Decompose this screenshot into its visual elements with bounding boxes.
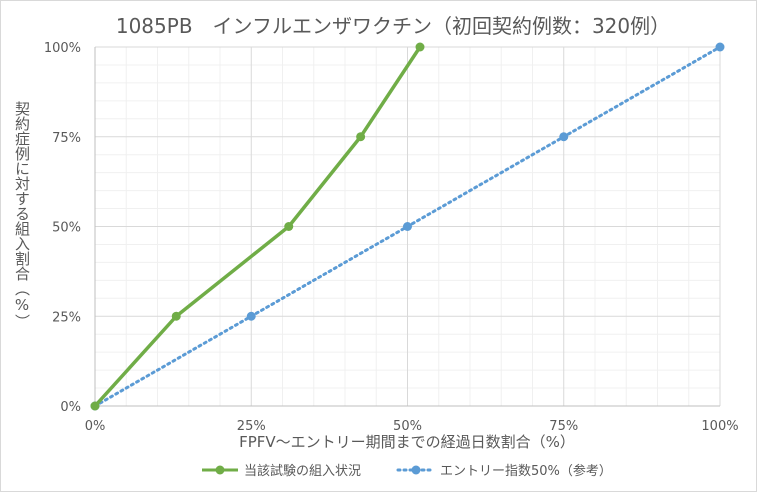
data-point	[171, 311, 181, 321]
series-layer	[90, 42, 725, 411]
series-reference	[90, 42, 725, 411]
data-point	[246, 311, 256, 321]
data-point	[715, 42, 725, 52]
legend: 当該試験の組入状況 エントリー指数50%（参考）	[202, 463, 612, 479]
legend-label-reference: エントリー指数50%（参考）	[440, 463, 612, 479]
data-point	[403, 222, 412, 231]
y-tick-label: 25%	[52, 310, 81, 325]
data-point	[284, 222, 294, 231]
y-axis-label: 契約症例に対する組入割合（%）	[13, 101, 31, 329]
x-tick-label: 25%	[237, 419, 266, 434]
y-axis-tick-labels: 0% 25% 50% 75% 100%	[44, 41, 81, 415]
x-axis-label: FPFV～エントリー期間までの経過日数割合（%）	[239, 433, 575, 451]
x-tick-label: 100%	[701, 419, 738, 434]
x-tick-label: 50%	[393, 419, 422, 434]
data-point	[90, 401, 100, 411]
legend-marker-reference	[411, 465, 421, 475]
data-point	[415, 42, 425, 52]
y-tick-label: 75%	[52, 131, 81, 146]
x-tick-label: 0%	[85, 419, 106, 434]
y-tick-label: 100%	[44, 41, 81, 56]
chart-title: 1085PB インフルエンザワクチン（初回契約例数：320例）	[116, 14, 670, 38]
y-tick-label: 50%	[52, 221, 81, 236]
series-actual	[90, 42, 425, 411]
data-point	[356, 132, 366, 142]
x-tick-label: 75%	[549, 419, 578, 434]
major-gridlines	[94, 46, 721, 407]
legend-label-actual: 当該試験の組入状況	[244, 463, 361, 479]
data-point	[559, 132, 569, 142]
x-axis-tick-labels: 0% 25% 50% 75% 100%	[85, 419, 739, 434]
y-tick-label: 0%	[60, 400, 81, 415]
legend-marker-actual	[215, 465, 225, 475]
